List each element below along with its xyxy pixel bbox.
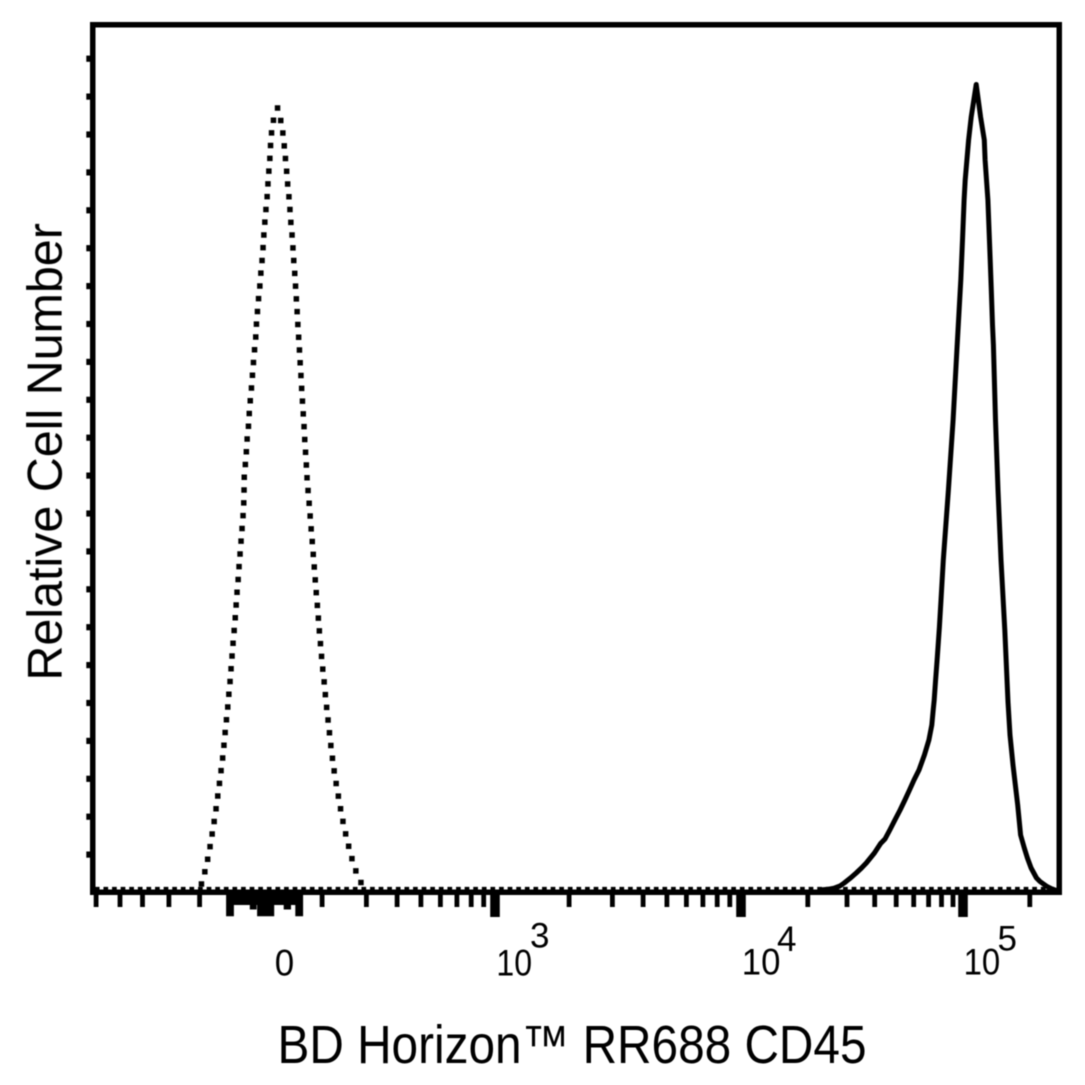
svg-text:4: 4 <box>777 920 796 959</box>
svg-text:5: 5 <box>998 920 1017 959</box>
svg-text:10: 10 <box>964 942 1001 983</box>
svg-text:3: 3 <box>530 917 549 956</box>
svg-text:0: 0 <box>275 942 294 983</box>
svg-text:Relative Cell Number: Relative Cell Number <box>19 223 73 681</box>
svg-text:10: 10 <box>496 943 532 984</box>
svg-text:BD Horizon™ RR688 CD45: BD Horizon™ RR688 CD45 <box>278 1015 867 1075</box>
svg-text:10: 10 <box>742 942 781 983</box>
